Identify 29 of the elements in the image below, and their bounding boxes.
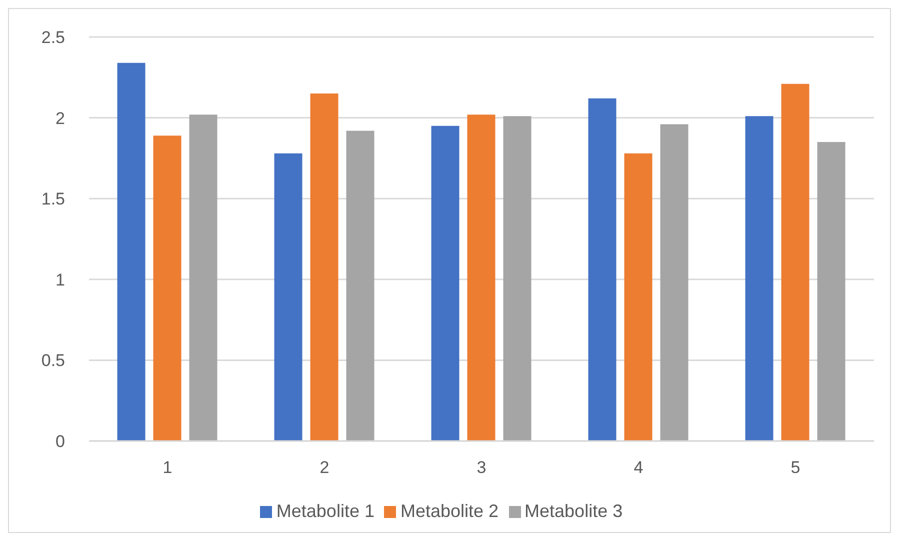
x-tick-label: 3 — [476, 458, 486, 478]
bar — [624, 153, 652, 441]
x-tick-label: 1 — [162, 458, 172, 478]
bar — [660, 124, 688, 441]
bar — [467, 114, 496, 441]
y-tick-label: 0.5 — [41, 351, 65, 370]
bar — [745, 116, 774, 441]
bar — [310, 94, 338, 441]
bar — [503, 116, 532, 441]
x-tick-label: 2 — [320, 458, 330, 478]
y-tick-label: 1 — [56, 270, 65, 290]
bar — [117, 62, 146, 441]
bar — [274, 153, 302, 441]
y-tick-label: 0 — [56, 432, 65, 452]
y-tick-label: 1.5 — [41, 190, 65, 209]
bar — [153, 136, 182, 441]
x-tick-label: 5 — [790, 458, 800, 478]
bar — [781, 84, 810, 441]
legend-label: Metabolite 2 — [400, 501, 499, 521]
bar — [346, 130, 374, 441]
bar — [189, 114, 218, 441]
bar — [817, 142, 846, 441]
y-tick-label: 2.5 — [41, 28, 65, 48]
legend-label: Metabolite 1 — [276, 501, 374, 521]
x-tick-label: 4 — [634, 458, 644, 478]
legend-label: Metabolite 3 — [524, 501, 623, 521]
bar — [588, 98, 616, 441]
bar — [431, 126, 460, 441]
y-tick-label: 2 — [56, 108, 65, 128]
